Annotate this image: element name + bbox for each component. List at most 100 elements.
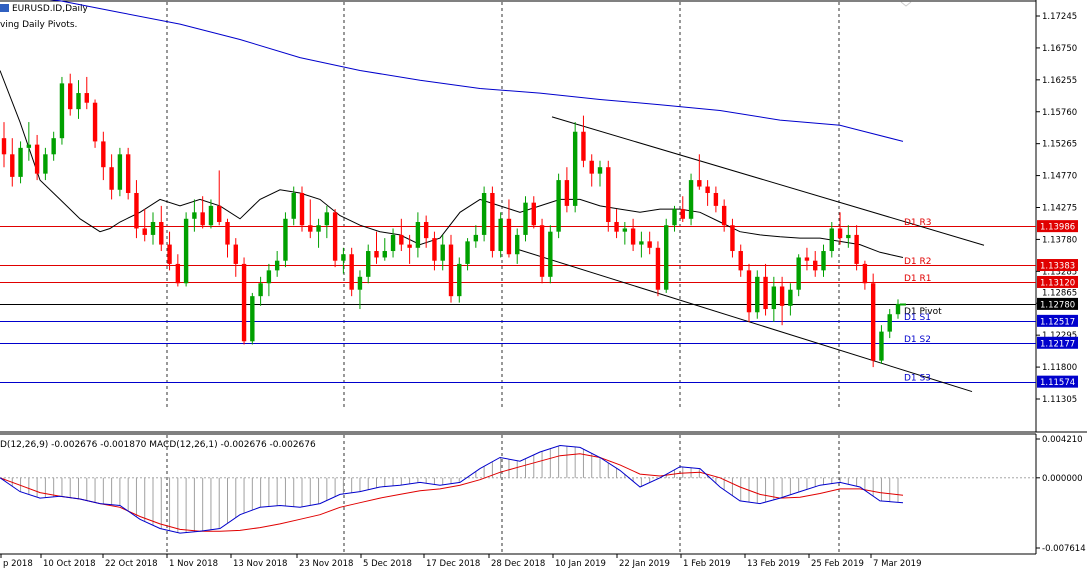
candle-body: [432, 238, 437, 261]
candle-body: [84, 93, 89, 103]
slow-moving-average-line: [49, 0, 904, 142]
price-badge: [1037, 275, 1078, 288]
pivot-label: D1 S3: [904, 374, 931, 384]
price-badge-label: 1.12780: [1040, 300, 1075, 310]
candle-body: [755, 276, 760, 313]
candle-body: [862, 263, 868, 284]
candle-body: [506, 218, 512, 255]
candle-body: [159, 222, 164, 245]
pivot-label: D1 Pivot: [904, 307, 942, 317]
candle-body: [556, 180, 561, 232]
price-badge-label: 1.12177: [1040, 339, 1075, 349]
candle-body: [539, 225, 545, 277]
chart-window-icon[interactable]: [0, 4, 9, 12]
candle-body: [664, 225, 669, 290]
candle-body: [870, 283, 876, 361]
candle-body: [481, 192, 487, 235]
candle-body: [738, 251, 743, 271]
fast-moving-average-line: [0, 70, 904, 258]
candle-body: [813, 260, 818, 271]
candle-body: [597, 167, 603, 174]
time-tick-label: 5 Dec 2018: [363, 559, 412, 569]
price-badge: [1037, 375, 1078, 388]
macd-tick-label: 0.004210: [1042, 435, 1083, 445]
candle-body: [241, 263, 247, 342]
candle-body: [407, 244, 412, 248]
candle-body: [655, 247, 661, 290]
candle-body: [705, 186, 710, 193]
candle-body: [589, 160, 594, 174]
time-tick-label: 1 Nov 2018: [169, 559, 218, 569]
time-tick-label: 25 Feb 2019: [811, 559, 864, 569]
candle-body: [399, 234, 404, 245]
candle-body: [142, 228, 147, 235]
pivot-label: D1 R3: [904, 218, 932, 228]
price-badge-label: 1.13383: [1040, 262, 1075, 272]
candle-body: [125, 154, 131, 193]
price-badge-label: 1.12517: [1040, 317, 1075, 327]
price-axis[interactable]: 1.17245 1.16750 1.16255 1.15760 1.15265 1.147…: [1036, 12, 1078, 405]
candle-body: [192, 212, 197, 219]
candle-body: [763, 276, 768, 310]
indicator-title: ving Daily Pivots.: [0, 20, 77, 30]
candle-body: [498, 218, 503, 252]
price-badge: [1037, 220, 1078, 233]
candle-body: [796, 257, 801, 290]
price-badge: [1037, 259, 1078, 272]
candle-body: [316, 225, 321, 232]
candlesticks: [1, 73, 906, 368]
candle-body: [68, 83, 73, 110]
candle-body: [730, 225, 735, 252]
price-badge-label: 1.13120: [1040, 278, 1075, 288]
macd-histogram: [3, 445, 899, 533]
price-tick-label: 1.14275: [1042, 204, 1077, 214]
candle-body: [266, 270, 272, 284]
candle-body: [490, 192, 495, 252]
time-tick-label: p 2018: [3, 559, 33, 569]
price-tick-label: 1.11305: [1042, 395, 1077, 405]
candle-body: [473, 234, 479, 242]
pivot-lines: [0, 226, 1036, 383]
candle-body: [43, 154, 48, 174]
candle-body: [183, 218, 189, 284]
time-tick-label: 17 Dec 2018: [426, 559, 480, 569]
candle-body: [117, 154, 123, 190]
candle-body: [59, 83, 65, 139]
candle-body: [341, 254, 346, 261]
candle-body: [647, 241, 652, 248]
window-control-icon[interactable]: [900, 1, 912, 7]
candle-body: [548, 231, 553, 277]
moving-averages: [0, 0, 904, 258]
candle-body: [150, 222, 156, 235]
price-tick-label: 1.14770: [1042, 172, 1077, 182]
candle-body: [415, 222, 421, 248]
candle-body: [332, 212, 338, 261]
candle-body: [324, 212, 330, 226]
time-tick-label: 13 Nov 2018: [233, 559, 287, 569]
macd-axis: 0.004210 0.000000 -0.007614: [1036, 435, 1086, 554]
candle-body: [846, 234, 851, 239]
candle-body: [829, 228, 834, 252]
candle-body: [423, 222, 429, 239]
candle-body: [283, 218, 288, 261]
time-axis: p 2018 10 Oct 2018 22 Oct 2018 1 Nov 2018 13…: [0, 554, 921, 569]
macd-tick-label: -0.007614: [1042, 544, 1086, 554]
candle-body: [639, 241, 644, 245]
candle-body: [291, 192, 296, 219]
time-tick-label: 1 Feb 2019: [683, 559, 731, 569]
price-tick-label: 1.15265: [1042, 140, 1077, 150]
candle-body: [457, 263, 462, 297]
candle-body: [167, 244, 172, 264]
candle-body: [299, 192, 305, 226]
trendlines[interactable]: [518, 116, 985, 393]
candle-body: [713, 192, 719, 206]
price-tick-label: 1.11800: [1042, 363, 1077, 373]
candle-body: [101, 141, 106, 168]
candle-body: [76, 93, 81, 110]
candle-body: [622, 228, 628, 232]
candle-body: [515, 234, 520, 255]
candle-body: [448, 244, 454, 297]
candle-body: [821, 251, 826, 271]
